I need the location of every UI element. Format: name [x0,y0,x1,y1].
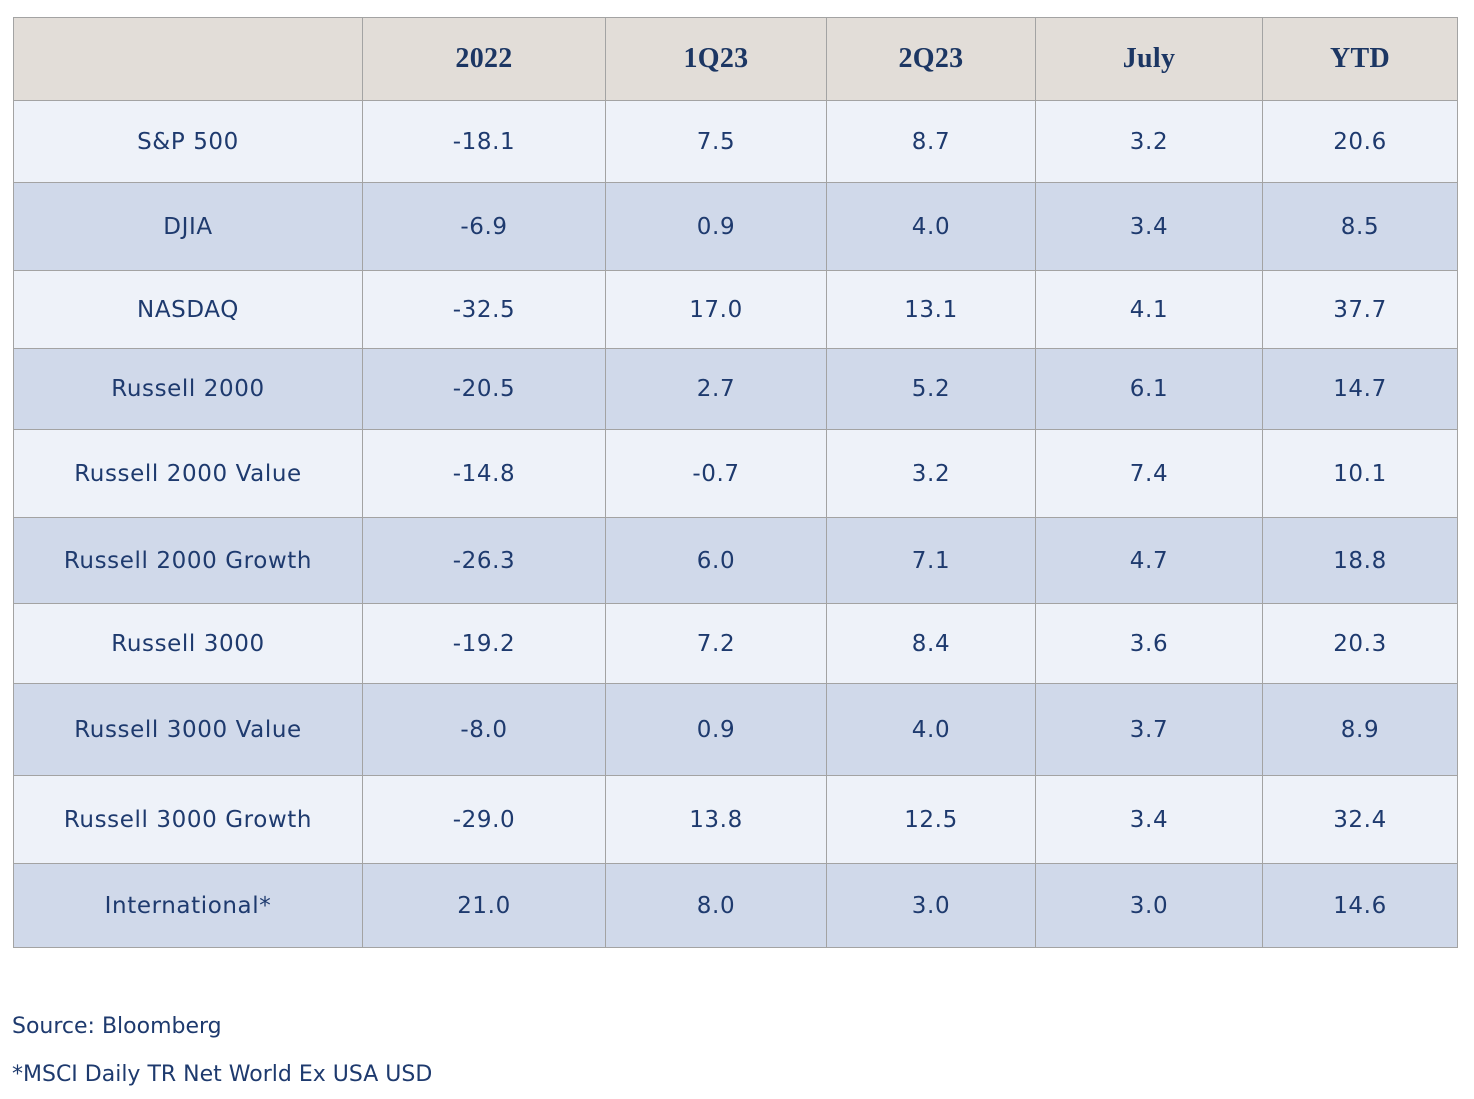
value-cell-ytd: 37.7 [1262,270,1458,349]
value-cell-july: 3.0 [1035,863,1263,948]
value-cell-2q23: 7.1 [826,517,1036,604]
table-row: International* 21.0 8.0 3.0 3.0 14.6 [13,863,1458,948]
header-cell-1q23: 1Q23 [605,17,827,101]
row-label: Russell 3000 Growth [13,775,363,864]
header-cell-index [13,17,363,101]
value-cell-2q23: 12.5 [826,775,1036,864]
value-cell-july: 3.7 [1035,683,1263,776]
row-label: NASDAQ [13,270,363,349]
value-cell-july: 6.1 [1035,348,1263,430]
row-label: DJIA [13,182,363,271]
value-cell-2022: -20.5 [362,348,606,430]
returns-table: 2022 1Q23 2Q23 July YTD S&P 500 -18.1 7.5 8… [13,17,1458,948]
row-label: International* [13,863,363,948]
row-label: Russell 2000 [13,348,363,430]
table-body: S&P 500 -18.1 7.5 8.7 3.2 20.6 DJIA -6.9 0.9 4.0 3… [13,100,1458,948]
value-cell-1q23: 0.9 [605,683,827,776]
header-cell-ytd: YTD [1262,17,1458,101]
value-cell-2022: -26.3 [362,517,606,604]
value-cell-2q23: 13.1 [826,270,1036,349]
value-cell-july: 3.2 [1035,100,1263,183]
source-note: Source: Bloomberg [12,1014,222,1039]
value-cell-2022: -8.0 [362,683,606,776]
value-cell-2q23: 4.0 [826,683,1036,776]
value-cell-ytd: 20.6 [1262,100,1458,183]
value-cell-2q23: 4.0 [826,182,1036,271]
table-row: DJIA -6.9 0.9 4.0 3.4 8.5 [13,182,1458,271]
table-row: Russell 3000 Growth -29.0 13.8 12.5 3.4 32.4 [13,775,1458,864]
value-cell-july: 3.4 [1035,182,1263,271]
header-cell-july: July [1035,17,1263,101]
international-footnote: *MSCI Daily TR Net World Ex USA USD [12,1062,433,1087]
value-cell-ytd: 18.8 [1262,517,1458,604]
row-label: Russell 3000 [13,603,363,684]
table-row: Russell 2000 Value -14.8 -0.7 3.2 7.4 10.1 [13,429,1458,518]
value-cell-july: 4.1 [1035,270,1263,349]
value-cell-1q23: 7.5 [605,100,827,183]
value-cell-july: 4.7 [1035,517,1263,604]
value-cell-july: 7.4 [1035,429,1263,518]
value-cell-july: 3.4 [1035,775,1263,864]
value-cell-1q23: 2.7 [605,348,827,430]
value-cell-ytd: 10.1 [1262,429,1458,518]
table-row: Russell 2000 Growth -26.3 6.0 7.1 4.7 18.8 [13,517,1458,604]
value-cell-ytd: 14.6 [1262,863,1458,948]
row-label: S&P 500 [13,100,363,183]
value-cell-1q23: 0.9 [605,182,827,271]
value-cell-2022: 21.0 [362,863,606,948]
value-cell-2q23: 3.0 [826,863,1036,948]
value-cell-2022: -32.5 [362,270,606,349]
value-cell-2022: -29.0 [362,775,606,864]
value-cell-2022: -6.9 [362,182,606,271]
header-cell-2022: 2022 [362,17,606,101]
value-cell-1q23: 7.2 [605,603,827,684]
table-row: Russell 3000 -19.2 7.2 8.4 3.6 20.3 [13,603,1458,684]
header-row: 2022 1Q23 2Q23 July YTD [13,17,1458,101]
value-cell-2022: -14.8 [362,429,606,518]
value-cell-ytd: 14.7 [1262,348,1458,430]
value-cell-1q23: -0.7 [605,429,827,518]
value-cell-1q23: 17.0 [605,270,827,349]
value-cell-2q23: 3.2 [826,429,1036,518]
table-row: Russell 2000 -20.5 2.7 5.2 6.1 14.7 [13,348,1458,430]
value-cell-ytd: 20.3 [1262,603,1458,684]
value-cell-ytd: 32.4 [1262,775,1458,864]
row-label: Russell 3000 Value [13,683,363,776]
value-cell-1q23: 8.0 [605,863,827,948]
value-cell-2022: -18.1 [362,100,606,183]
table-row: Russell 3000 Value -8.0 0.9 4.0 3.7 8.9 [13,683,1458,776]
value-cell-1q23: 6.0 [605,517,827,604]
value-cell-2q23: 8.4 [826,603,1036,684]
row-label: Russell 2000 Growth [13,517,363,604]
footnotes: Source: Bloomberg *MSCI Daily TR Net Wor… [12,1003,432,1099]
value-cell-ytd: 8.5 [1262,182,1458,271]
value-cell-ytd: 8.9 [1262,683,1458,776]
value-cell-2q23: 5.2 [826,348,1036,430]
table-row: S&P 500 -18.1 7.5 8.7 3.2 20.6 [13,100,1458,183]
header-cell-2q23: 2Q23 [826,17,1036,101]
value-cell-2022: -19.2 [362,603,606,684]
value-cell-july: 3.6 [1035,603,1263,684]
row-label: Russell 2000 Value [13,429,363,518]
value-cell-2q23: 8.7 [826,100,1036,183]
value-cell-1q23: 13.8 [605,775,827,864]
table-row: NASDAQ -32.5 17.0 13.1 4.1 37.7 [13,270,1458,349]
